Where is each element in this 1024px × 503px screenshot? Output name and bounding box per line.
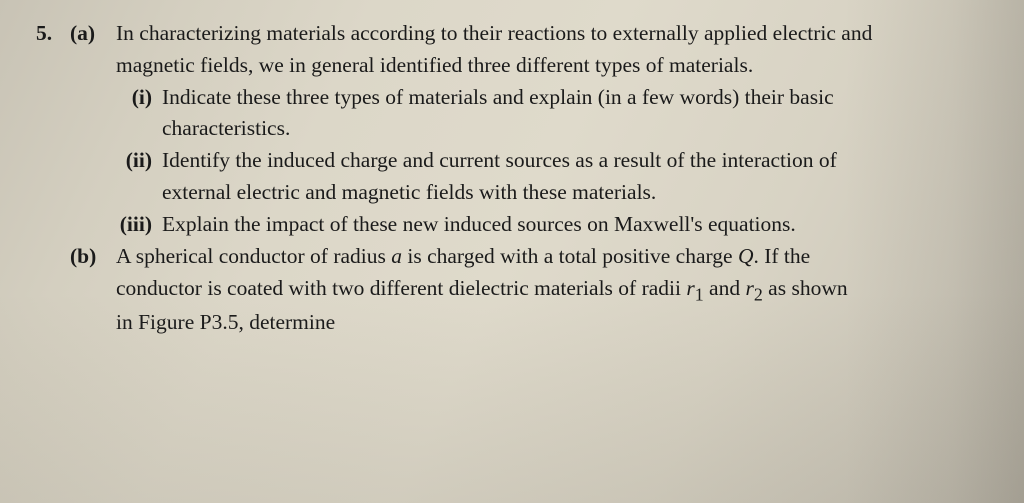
part-a-label: (a) <box>70 18 116 50</box>
b-l2-and: and <box>704 276 746 300</box>
sub-ii-line2: external electric and magnetic fields wi… <box>162 177 988 209</box>
line-b-3: in Figure P3.5, determine <box>36 307 988 339</box>
part-b-line1: A spherical conductor of radius a is cha… <box>116 241 988 273</box>
part-a-intro-line1: In characterizing materials according to… <box>116 18 988 50</box>
b-l1-mid: is charged with a total positive charge <box>402 244 738 268</box>
sub-ii-line1: Identify the induced charge and current … <box>162 145 988 177</box>
var-Q: Q <box>738 244 754 268</box>
var-r2: r <box>745 276 753 300</box>
part-a-intro-line2: magnetic fields, we in general identifie… <box>116 50 988 82</box>
b-l1-post: . If the <box>753 244 810 268</box>
line-a-iii-1: (iii) Explain the impact of these new in… <box>36 209 988 241</box>
textbook-problem: 5. (a) In characterizing materials accor… <box>0 0 1024 339</box>
line-a-ii-2: external electric and magnetic fields wi… <box>36 177 988 209</box>
line-a-i-2: characteristics. <box>36 113 988 145</box>
sub-2: 2 <box>754 284 763 304</box>
sub-1: 1 <box>695 284 704 304</box>
line-a-i-1: (i) Indicate these three types of materi… <box>36 82 988 114</box>
part-b-label: (b) <box>70 241 116 273</box>
sub-iii-label: (iii) <box>116 209 162 241</box>
part-b-line2: conductor is coated with two different d… <box>116 273 988 308</box>
var-a: a <box>391 244 402 268</box>
line-b-1: (b) A spherical conductor of radius a is… <box>36 241 988 273</box>
var-r1: r <box>686 276 694 300</box>
sub-i-line1: Indicate these three types of materials … <box>162 82 988 114</box>
b-l2-post: as shown <box>763 276 848 300</box>
sub-i-label: (i) <box>116 82 162 114</box>
line-a-intro-2: magnetic fields, we in general identifie… <box>36 50 988 82</box>
b-l1-pre: A spherical conductor of radius <box>116 244 391 268</box>
b-l2-pre: conductor is coated with two different d… <box>116 276 686 300</box>
sub-ii-label: (ii) <box>116 145 162 177</box>
sub-i-line2: characteristics. <box>162 113 988 145</box>
line-b-2: conductor is coated with two different d… <box>36 273 988 308</box>
line-a-intro-1: 5. (a) In characterizing materials accor… <box>36 18 988 50</box>
line-a-ii-1: (ii) Identify the induced charge and cur… <box>36 145 988 177</box>
sub-iii-line1: Explain the impact of these new induced … <box>162 209 988 241</box>
question-number: 5. <box>36 18 70 50</box>
part-b-line3: in Figure P3.5, determine <box>116 307 988 339</box>
